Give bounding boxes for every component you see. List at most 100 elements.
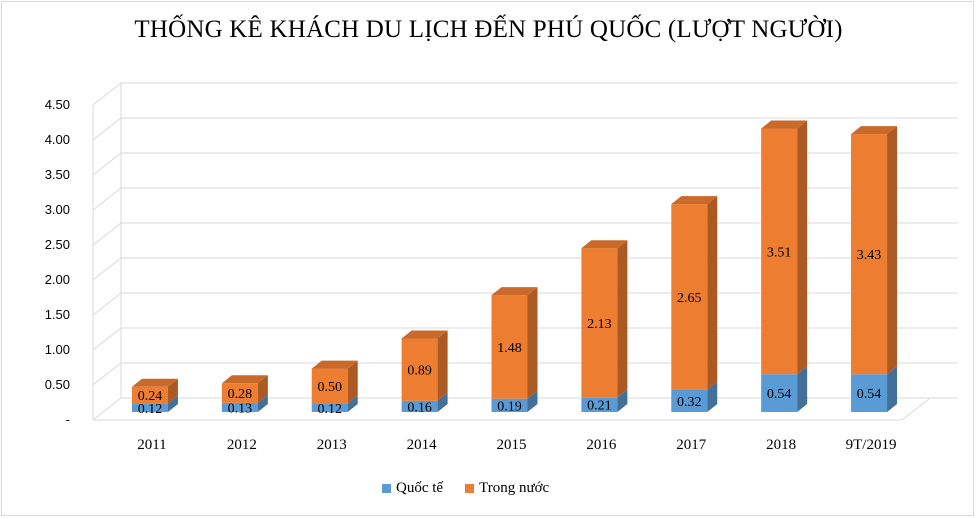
- data-label: 3.43: [857, 248, 882, 263]
- bar-side: [437, 392, 448, 412]
- gridline-side: [92, 362, 122, 386]
- bar-side: [167, 378, 178, 404]
- bar-side: [617, 389, 628, 412]
- bar-top: [671, 196, 718, 205]
- gridline-side: [92, 292, 122, 316]
- bar-side: [707, 381, 718, 412]
- bar-trong-nuoc-2012: [221, 383, 258, 403]
- bar-top: [221, 375, 268, 384]
- bar-trong-nuoc-2014: [401, 338, 438, 401]
- y-tick-label: -: [66, 412, 70, 427]
- data-label: 1.48: [497, 341, 522, 356]
- bar-side: [347, 395, 358, 412]
- x-tick-label: 2017: [676, 437, 707, 453]
- data-label: 0.13: [228, 401, 253, 416]
- data-label: 0.50: [317, 380, 342, 395]
- bar-quoc-te-2018: [761, 374, 798, 412]
- chart-title: THỐNG KÊ KHÁCH DU LỊCH ĐẾN PHÚ QUỐC (LƯỢ…: [134, 16, 843, 43]
- bar-quoc-te-2013: [311, 403, 348, 412]
- gridline-side: [92, 327, 122, 351]
- bar-trong-nuoc-9T/2019: [851, 134, 888, 375]
- data-label: 0.21: [587, 399, 612, 414]
- y-tick-label: 1.00: [45, 342, 70, 357]
- legend-item-quoc-te: Quốc tế: [382, 480, 443, 497]
- bar-trong-nuoc-2018: [761, 128, 798, 375]
- legend-label-trong-nuoc: Trong nước: [479, 480, 550, 496]
- data-label: 2.13: [587, 317, 612, 332]
- bar-top: [401, 330, 448, 339]
- y-tick-label: 4.00: [45, 132, 70, 147]
- x-tick-label: 2012: [227, 437, 257, 453]
- bar-side: [617, 240, 628, 398]
- x-tick-label: 9T/2019: [846, 437, 897, 453]
- bar-side: [437, 330, 448, 401]
- data-label: 0.89: [407, 364, 432, 379]
- gridline-side: [92, 187, 122, 211]
- bar-top: [761, 120, 808, 129]
- bar-top: [491, 287, 538, 296]
- bar-side: [347, 360, 358, 404]
- bar-top: [851, 126, 898, 135]
- bar-quoc-te-2012: [221, 402, 258, 412]
- data-label: 0.54: [767, 387, 792, 402]
- bar-top: [311, 360, 358, 369]
- data-label: 0.54: [857, 387, 882, 402]
- gridline-side: [92, 222, 122, 246]
- gridline-side: [92, 117, 122, 141]
- bar-quoc-te-2015: [491, 398, 528, 412]
- y-tick-label: 4.50: [45, 97, 70, 112]
- y-tick-label: 3.00: [45, 202, 70, 217]
- bar-side: [887, 366, 898, 412]
- bar-trong-nuoc-2015: [491, 295, 528, 399]
- x-tick-label: 2016: [586, 437, 617, 453]
- data-label: 0.24: [138, 389, 163, 404]
- x-tick-label: 2011: [137, 437, 166, 453]
- bar-quoc-te-2014: [401, 400, 438, 412]
- x-tick-label: 2015: [497, 437, 527, 453]
- data-label: 0.28: [228, 387, 253, 402]
- bar-side: [527, 287, 538, 399]
- legend-swatch-trong-nuoc: [465, 484, 475, 493]
- x-tick-label: 2013: [317, 437, 347, 453]
- y-tick-label: 2.00: [45, 272, 70, 287]
- bar-trong-nuoc-2016: [581, 248, 618, 398]
- x-tick-label: 2018: [766, 437, 796, 453]
- bar-side: [167, 395, 178, 412]
- gridline-side: [92, 82, 122, 106]
- bar-quoc-te-2011: [131, 403, 168, 412]
- legend-item-trong-nuoc: Trong nước: [465, 480, 549, 497]
- bar-trong-nuoc-2011: [131, 386, 168, 404]
- bar-trong-nuoc-2017: [671, 204, 708, 390]
- bar-side: [257, 394, 268, 412]
- bar-top: [581, 240, 628, 249]
- bar-side: [797, 120, 808, 375]
- bar-side: [797, 366, 808, 412]
- bar-quoc-te-9T/2019: [851, 374, 888, 412]
- gridline-side: [92, 257, 122, 281]
- floor-edge-right: [901, 397, 931, 421]
- bar-side: [887, 126, 898, 375]
- bar-quoc-te-2016: [581, 397, 618, 412]
- legend: Quốc tế Trong nước: [382, 480, 571, 497]
- gridline-side: [92, 397, 122, 421]
- data-label: 3.51: [767, 245, 792, 260]
- data-label: 0.12: [317, 402, 342, 417]
- bar-quoc-te-2017: [671, 389, 708, 412]
- y-tick-label: 1.50: [45, 307, 70, 322]
- legend-swatch-quoc-te: [382, 484, 391, 493]
- y-tick-label: 3.50: [45, 167, 70, 182]
- x-tick-label: 2014: [407, 437, 438, 453]
- bar-side: [707, 196, 718, 390]
- bar-top: [131, 378, 178, 387]
- data-label: 2.65: [677, 291, 702, 306]
- legend-label-quoc-te: Quốc tế: [396, 480, 444, 496]
- bar-side: [527, 390, 538, 412]
- data-label: 0.19: [497, 399, 522, 414]
- data-label: 0.32: [677, 395, 702, 410]
- gridline-side: [92, 152, 122, 176]
- bar-side: [257, 375, 268, 403]
- data-label: 0.12: [138, 402, 163, 417]
- bar-trong-nuoc-2013: [311, 368, 348, 404]
- y-tick-label: 0.50: [45, 377, 70, 392]
